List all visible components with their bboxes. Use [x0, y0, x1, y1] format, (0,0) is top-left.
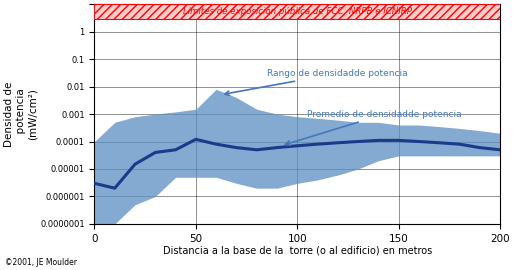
Text: Rango de densidadde potencia: Rango de densidadde potencia — [225, 69, 408, 95]
Text: ©2001, JE Moulder: ©2001, JE Moulder — [5, 258, 77, 267]
X-axis label: Distancia a la base de la  torre (o al edificio) en metros: Distancia a la base de la torre (o al ed… — [162, 245, 432, 255]
Text: Límites de exposición pública de FCC, NRPB e ICNIRP: Límites de exposición pública de FCC, NR… — [183, 6, 412, 16]
Y-axis label: Densidad de
  potencia
(mW/cm²): Densidad de potencia (mW/cm²) — [4, 81, 38, 147]
Text: Promedio de densidadde potencia: Promedio de densidadde potencia — [285, 110, 462, 145]
